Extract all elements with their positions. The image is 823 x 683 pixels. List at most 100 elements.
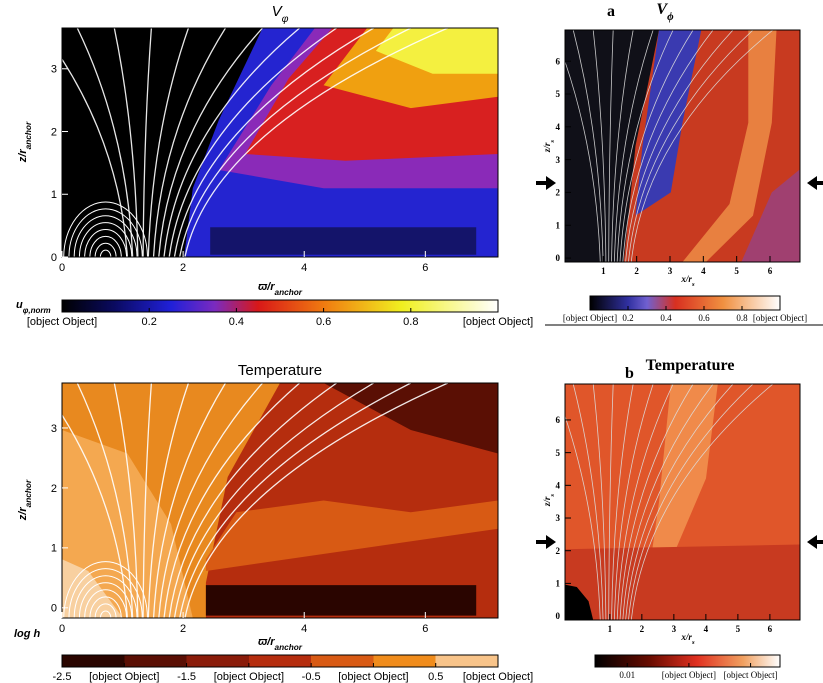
field-region [323,383,498,454]
field-line [142,28,153,257]
y-tick-label: 1 [556,579,561,589]
panel: 0 2 4 60123Temperatureϖ/ranchorz/ranchor-2.… [14,362,533,683]
x-tick-label: 0 [59,262,65,274]
y-axis-label: z/ranchor [17,479,33,521]
colorbar-tick-label: -2.5 [53,671,72,683]
chart-title: Temperature [238,362,322,379]
x-tick-label: 2 [640,624,645,634]
loop-line [63,201,148,257]
x-axis-label: ϖ/ranchor [258,636,303,652]
field-line [613,30,654,262]
colorbar-tick-label: -0.5 [302,671,321,683]
field-line [179,28,412,257]
field [62,383,498,618]
loop-line [78,582,133,618]
field-region [205,500,498,571]
y-tick-label: 3 [51,64,57,76]
y-tick-label: 3 [51,423,57,435]
field-region [565,544,800,620]
colorbar-tick-label: [object Object] [753,313,807,323]
field-line [572,384,604,620]
panel-letter: a [607,3,615,20]
plot-frame [61,27,499,258]
y-tick-label: 0 [51,603,57,615]
x-axis-label-main: x/r [680,632,692,642]
field-line [565,60,601,262]
colorbar-label-main: u [16,299,23,311]
field-line [622,30,714,262]
chart-title: Vφ [272,3,289,25]
field-region [375,28,498,74]
y-axis-label: z/rs [542,494,556,508]
y-tick-label: 2 [556,188,561,198]
x-axis-label-sub: s [691,639,695,646]
y-axis-label-main: z/r [17,149,29,164]
y-axis-label: z/rs [542,140,556,154]
x-axis-label-main: ϖ/r [258,281,275,293]
field-line [628,30,754,262]
y-axis-label-main: z/r [542,142,552,153]
y-axis-label-sub: s [549,140,556,144]
field-line [142,383,153,618]
field-line [62,413,129,618]
chart-title: Temperature [646,357,735,374]
y-tick-label: 1 [51,189,57,201]
field-line [608,30,614,262]
field-line [619,30,694,262]
x-tick-label: 4 [301,262,307,274]
y-axis-label-sub: anchor [24,479,33,507]
field-region [565,30,659,262]
x-tick-label: 3 [672,624,677,634]
colorbar-tick-label: [object Object] [338,671,408,683]
field-line [184,28,449,257]
chart-title-main: V [272,3,284,20]
field-region [741,169,800,262]
field-line [76,28,134,257]
field-region [62,559,123,618]
loop-line [89,235,122,257]
chart-title-main: Temperature [238,362,322,379]
field-line [113,383,139,618]
field-line [611,30,634,262]
colorbar [594,654,781,668]
colorbar-label: uφ,norm [16,299,51,315]
field-line [622,384,714,620]
y-tick-label: 2 [51,483,57,495]
field-line [152,28,227,257]
colorbar [61,299,499,313]
y-tick-label: 4 [556,480,561,490]
field-line [628,384,754,620]
x-tick-label: 5 [736,624,741,634]
field-region [205,585,477,616]
field-line [152,383,227,618]
panel-letter: b [625,365,634,382]
y-tick-label: 2 [556,546,561,556]
colorbar [61,654,499,668]
x-tick-label: 2 [180,262,186,274]
colorbar-tick-label: [object Object] [463,671,533,683]
field-region [682,30,777,262]
field-line [616,30,674,262]
colorbar-tick-label: 0.8 [736,313,748,323]
x-axis-label-main: x/r [680,274,692,284]
y-axis-label-sub: anchor [24,121,33,149]
field-line [630,30,774,262]
colorbar-tick-label: 0.4 [660,313,672,323]
y-tick-label: 3 [556,155,561,165]
marker-arrow [807,535,823,549]
x-tick-label: 6 [422,262,428,274]
colorbar-tick-label: -1.5 [177,671,196,683]
colorbar-tick-label: [object Object] [214,671,284,683]
y-tick-label: 6 [556,56,561,66]
y-axis-label-sub: s [549,494,556,498]
y-tick-label: 3 [556,513,561,523]
x-tick-label: 5 [734,266,739,276]
field-line [611,384,634,620]
field-line [76,383,134,618]
chart-title-sub: ϕ [667,11,674,23]
chart-title: Vϕ [656,1,674,23]
colorbar-tick-label: 0.01 [619,670,635,680]
field-line [62,58,129,257]
colorbar-tick-label: 0.6 [316,316,331,328]
